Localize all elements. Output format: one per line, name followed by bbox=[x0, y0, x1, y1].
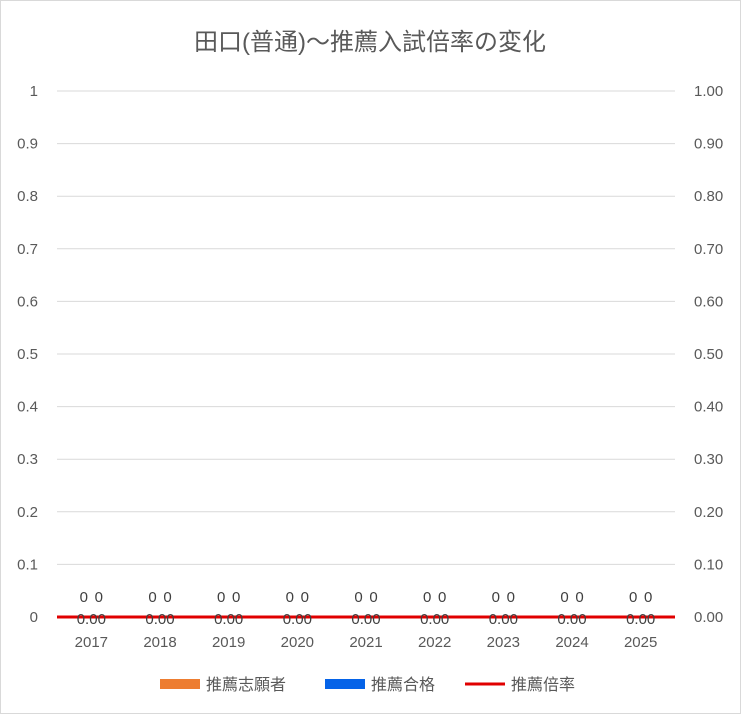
x-tick-label: 2019 bbox=[212, 634, 245, 651]
left-tick-label: 0.6 bbox=[17, 293, 38, 310]
left-tick-label: 0.5 bbox=[17, 346, 38, 363]
legend: 推薦志願者 推薦合格 推薦倍率 bbox=[160, 676, 575, 694]
x-tick-label: 2024 bbox=[555, 634, 588, 651]
bar-data-label: 0 bbox=[95, 589, 103, 606]
right-tick-label: 0.80 bbox=[694, 188, 723, 205]
line-data-label: 0.00 bbox=[626, 611, 655, 628]
bar-data-label: 0 bbox=[423, 589, 431, 606]
left-tick-label: 0.7 bbox=[17, 241, 38, 258]
bar-data-label: 0 bbox=[354, 589, 362, 606]
right-tick-label: 0.30 bbox=[694, 451, 723, 468]
line-data-label: 0.00 bbox=[489, 611, 518, 628]
gridlines bbox=[57, 90, 675, 618]
right-tick-label: 0.10 bbox=[694, 556, 723, 573]
right-tick-label: 0.70 bbox=[694, 241, 723, 258]
left-axis: 0 0.1 0.2 0.3 0.4 0.5 0.6 0.7 0.8 0.9 1 bbox=[17, 83, 38, 626]
legend-label: 推薦倍率 bbox=[511, 676, 575, 694]
bar-data-label: 0 bbox=[492, 589, 500, 606]
legend-swatch bbox=[160, 679, 200, 689]
line-data-label: 0.00 bbox=[145, 611, 174, 628]
right-axis: 0.00 0.10 0.20 0.30 0.40 0.50 0.60 0.70 0.80 0.90… bbox=[694, 83, 723, 626]
x-tick-label: 2022 bbox=[418, 634, 451, 651]
left-tick-label: 0.8 bbox=[17, 188, 38, 205]
bar-data-label: 0 bbox=[369, 589, 377, 606]
chart-title: 田口(普通)〜推薦入試倍率の変化 bbox=[194, 29, 546, 56]
line-data-label: 0.00 bbox=[283, 611, 312, 628]
right-tick-label: 1.00 bbox=[694, 83, 723, 100]
x-tick-label: 2021 bbox=[349, 634, 382, 651]
bar-data-label: 0 bbox=[507, 589, 515, 606]
line-data-label: 0.00 bbox=[351, 611, 380, 628]
bar-data-label: 0 bbox=[163, 589, 171, 606]
left-tick-label: 0.4 bbox=[17, 399, 38, 416]
bar-data-label: 0 bbox=[575, 589, 583, 606]
left-tick-label: 1 bbox=[30, 83, 38, 100]
right-tick-label: 0.00 bbox=[694, 609, 723, 626]
bar-data-label: 0 bbox=[301, 589, 309, 606]
legend-label: 推薦志願者 bbox=[206, 676, 286, 694]
data-labels: 0 0 0 0 0 0 0 0 00 0 0 0 0 0 0 0 00.00 0.00 0.00 0.00 0.00 0.… bbox=[77, 589, 656, 628]
right-tick-label: 0.50 bbox=[694, 346, 723, 363]
legend-swatch bbox=[325, 679, 365, 689]
x-tick-label: 2018 bbox=[143, 634, 176, 651]
left-tick-label: 0.9 bbox=[17, 136, 38, 153]
line-data-label: 0.00 bbox=[420, 611, 449, 628]
left-tick-label: 0.1 bbox=[17, 556, 38, 573]
x-tick-label: 2020 bbox=[281, 634, 314, 651]
right-tick-label: 0.90 bbox=[694, 136, 723, 153]
bar-data-label: 0 bbox=[438, 589, 446, 606]
left-tick-label: 0.2 bbox=[17, 504, 38, 521]
legend-label: 推薦合格 bbox=[371, 676, 435, 694]
bar-data-label: 0 bbox=[644, 589, 652, 606]
bar-data-label: 0 bbox=[217, 589, 225, 606]
x-tick-label: 2023 bbox=[487, 634, 520, 651]
bar-data-label: 0 bbox=[629, 589, 637, 606]
left-tick-label: 0.3 bbox=[17, 451, 38, 468]
bar-data-label: 0 bbox=[148, 589, 156, 606]
x-axis: 2017 2018 2019 2020 2021 2022 2023 2024 2025 bbox=[75, 634, 658, 651]
bar-data-label: 0 bbox=[80, 589, 88, 606]
line-data-label: 0.00 bbox=[557, 611, 586, 628]
right-tick-label: 0.20 bbox=[694, 504, 723, 521]
x-tick-label: 2017 bbox=[75, 634, 108, 651]
right-tick-label: 0.60 bbox=[694, 293, 723, 310]
line-data-label: 0.00 bbox=[214, 611, 243, 628]
x-tick-label: 2025 bbox=[624, 634, 657, 651]
bar-data-label: 0 bbox=[232, 589, 240, 606]
bar-data-label: 0 bbox=[560, 589, 568, 606]
right-tick-label: 0.40 bbox=[694, 399, 723, 416]
left-tick-label: 0 bbox=[30, 609, 38, 626]
bar-data-label: 0 bbox=[286, 589, 294, 606]
line-data-label: 0.00 bbox=[77, 611, 106, 628]
